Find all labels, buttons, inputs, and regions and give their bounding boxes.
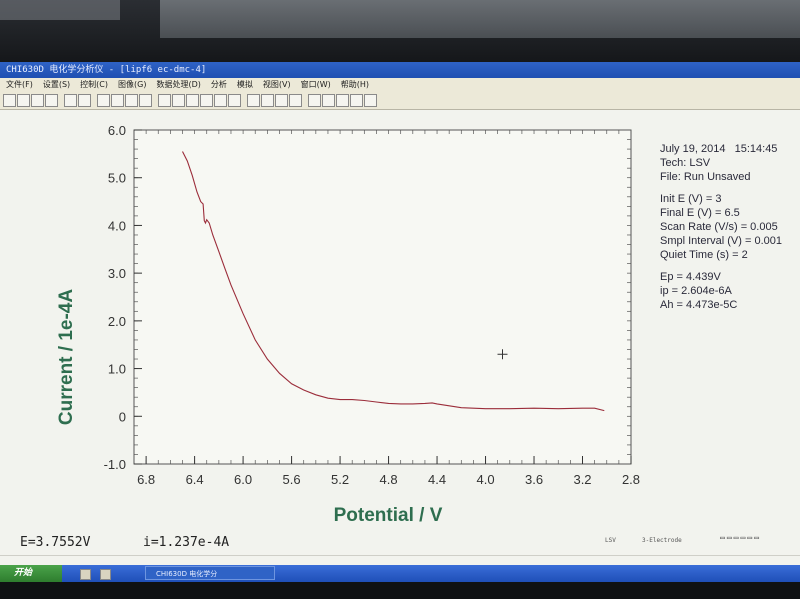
series-line xyxy=(182,151,605,412)
start-button[interactable]: 开始 xyxy=(0,565,62,582)
menu-item[interactable]: 窗口(W) xyxy=(300,80,331,89)
x-tick-label: 4.4 xyxy=(428,472,446,487)
monitor-bezel-bottom xyxy=(0,582,800,599)
monitor-bezel-top xyxy=(0,0,800,62)
stop-icon[interactable] xyxy=(125,94,138,107)
x-tick-label: 5.2 xyxy=(331,472,349,487)
ir-icon[interactable] xyxy=(350,94,363,107)
info-ip: ip = 2.604e-6A xyxy=(660,285,732,297)
info-smpl-interval: Smpl Interval (V) = 0.001 xyxy=(660,235,782,247)
print-icon[interactable] xyxy=(45,94,58,107)
y-tick-label: 0 xyxy=(119,409,126,424)
menu-bar: 文件(F) 设置(S) 控制(C) 图像(G) 数据处理(D) 分析 模拟 视图(V) 窗口(W… xyxy=(0,78,800,92)
info-tech: Tech: LSV xyxy=(660,157,711,169)
menu-item[interactable]: 设置(S) xyxy=(42,80,71,89)
info-ah: Ah = 4.473e-5C xyxy=(660,299,738,311)
info-ep: Ep = 4.439V xyxy=(660,271,721,283)
x-tick-label: 4.8 xyxy=(380,472,398,487)
pause-icon[interactable] xyxy=(111,94,124,107)
x-tick-label: 6.8 xyxy=(137,472,155,487)
toolbar-separator xyxy=(242,95,246,106)
window-title[interactable]: CHI630D 电化学分析仪 - [lipf6 ec-dmc-4] xyxy=(0,62,800,78)
new-icon[interactable] xyxy=(3,94,16,107)
menu-item[interactable]: 分析 xyxy=(210,80,227,89)
y-tick-label: 1.0 xyxy=(108,362,126,377)
toolbar xyxy=(0,92,800,110)
current-readout: i=1.237e-4A xyxy=(143,535,230,550)
paste-icon[interactable] xyxy=(289,94,302,107)
experiment-info: July 19, 2014 15:14:45 Tech: LSV File: R… xyxy=(660,142,782,312)
y-tick-label: 3.0 xyxy=(108,266,126,281)
info-final-e: Final E (V) = 6.5 xyxy=(660,207,740,219)
x-tick-label: 4.0 xyxy=(476,472,494,487)
graph-icon[interactable] xyxy=(158,94,171,107)
taskbar: 开始 CHI630D 电化学分 xyxy=(0,565,800,582)
cursor-marker xyxy=(497,349,508,360)
status-bar: E=3.7552V i=1.237e-4A LSV 3-Electrode ▭▭… xyxy=(0,529,800,555)
parameters-icon[interactable] xyxy=(78,94,91,107)
menu-item[interactable]: 模拟 xyxy=(236,80,253,89)
menu-item[interactable]: 数据处理(D) xyxy=(156,80,201,89)
info-date: July 19, 2014 xyxy=(660,143,726,155)
smooth-icon[interactable] xyxy=(214,94,227,107)
tool-icon[interactable] xyxy=(336,94,349,107)
y-tick-label: -1.0 xyxy=(104,457,126,472)
color-icon[interactable] xyxy=(261,94,274,107)
y-axis-label: Current / 1e-4A xyxy=(56,289,77,425)
info-file: File: Run Unsaved xyxy=(660,171,751,183)
x-axis-label: Potential / V xyxy=(334,505,443,526)
status-indicators: ▭▭▭▭▭▭ xyxy=(720,533,761,542)
info-init-e: Init E (V) = 3 xyxy=(660,193,722,205)
status-electrode: 3-Electrode xyxy=(642,537,682,544)
overlay-icon[interactable] xyxy=(172,94,185,107)
reverse-icon[interactable] xyxy=(139,94,152,107)
x-tick-label: 3.2 xyxy=(573,472,591,487)
lsv-chart[interactable]: 6.8 6.4 6.0 5.6 5.2 4.8 4.4 4.0 3.6 3.2 2.8 6.0 5.0… xyxy=(0,112,800,532)
potential-readout: E=3.7552V xyxy=(20,535,91,550)
menu-item[interactable]: 控制(C) xyxy=(80,80,108,89)
info-scan-rate: Scan Rate (V/s) = 0.005 xyxy=(660,221,778,233)
info-time: 15:14:45 xyxy=(734,143,778,155)
cell-icon[interactable] xyxy=(364,94,377,107)
open-icon[interactable] xyxy=(17,94,30,107)
y-tick-label: 6.0 xyxy=(108,123,126,138)
save-icon[interactable] xyxy=(31,94,44,107)
quicklaunch-icon[interactable] xyxy=(80,569,91,580)
add-icon[interactable] xyxy=(186,94,199,107)
plot-area xyxy=(133,129,632,465)
filter-icon[interactable] xyxy=(308,94,321,107)
y-tick-label: 2.0 xyxy=(108,314,126,329)
toolbar-separator xyxy=(92,95,96,106)
sim-icon[interactable] xyxy=(322,94,335,107)
y-tick-label: 5.0 xyxy=(108,171,126,186)
x-tick-label: 2.8 xyxy=(622,472,640,487)
x-tick-label: 3.6 xyxy=(525,472,543,487)
y-tick-label: 4.0 xyxy=(108,218,126,233)
menu-item[interactable]: 文件(F) xyxy=(6,80,33,89)
technique-icon[interactable] xyxy=(64,94,77,107)
quicklaunch-icon[interactable] xyxy=(100,569,111,580)
taskbar-app-button[interactable]: CHI630D 电化学分 xyxy=(145,566,275,580)
menu-item[interactable]: 帮助(H) xyxy=(340,80,369,89)
toolbar-separator xyxy=(153,95,157,106)
status-mode: LSV xyxy=(605,537,616,544)
bezel-glare xyxy=(0,0,120,20)
menu-item[interactable]: 视图(V) xyxy=(262,80,291,89)
info-quiet-time: Quiet Time (s) = 2 xyxy=(660,249,748,261)
x-tick-label: 6.4 xyxy=(186,472,204,487)
menu-item[interactable]: 图像(G) xyxy=(118,80,147,89)
bezel-glare xyxy=(160,0,800,38)
zoom-icon[interactable] xyxy=(200,94,213,107)
toolbar-separator xyxy=(59,95,63,106)
x-tick-label: 5.6 xyxy=(283,472,301,487)
x-tick-label: 6.0 xyxy=(234,472,252,487)
taskbar-strip xyxy=(0,555,800,565)
run-icon[interactable] xyxy=(97,94,110,107)
screen: CHI630D 电化学分析仪 - [lipf6 ec-dmc-4] 文件(F) 设… xyxy=(0,62,800,582)
info-icon[interactable] xyxy=(275,94,288,107)
peak-icon[interactable] xyxy=(247,94,260,107)
toolbar-separator xyxy=(303,95,307,106)
derivative-icon[interactable] xyxy=(228,94,241,107)
